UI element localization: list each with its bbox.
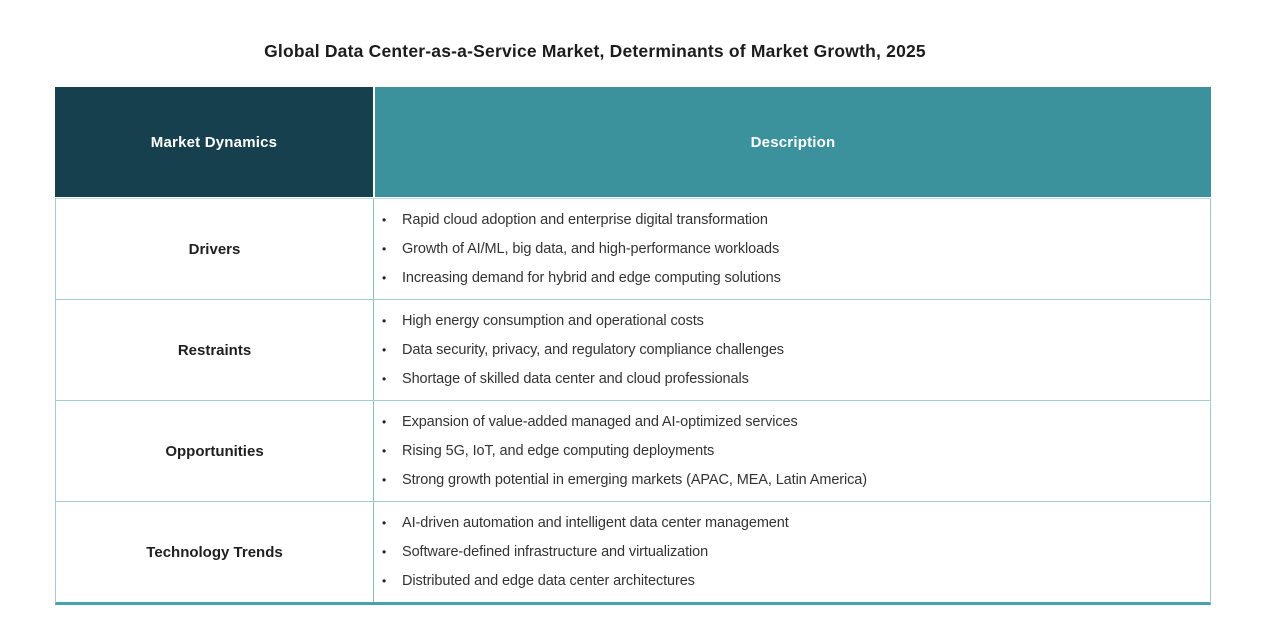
table-body: Drivers • Rapid cloud adoption and enterp… xyxy=(55,198,1211,605)
row-label-technology-trends: Technology Trends xyxy=(56,502,374,602)
table-header-row: Market Dynamics Description xyxy=(55,87,1211,197)
row-label-opportunities: Opportunities xyxy=(56,401,374,501)
row-description-technology-trends: • AI-driven automation and intelligent da… xyxy=(374,502,1210,602)
list-item: • Software-defined infrastructure and vir… xyxy=(379,542,1200,562)
bullet-icon: • xyxy=(382,342,387,357)
table-row-technology-trends: Technology Trends • AI-driven automation … xyxy=(56,502,1210,602)
row-description-drivers: • Rapid cloud adoption and enterprise dig… xyxy=(374,199,1210,299)
row-description-opportunities: • Expansion of value-added managed and AI… xyxy=(374,401,1210,501)
bullet-text: Rapid cloud adoption and enterprise digi… xyxy=(402,211,768,228)
list-item: • Rapid cloud adoption and enterprise dig… xyxy=(379,210,1200,230)
page-title: Global Data Center-as-a-Service Market, … xyxy=(264,41,926,61)
bullet-text: Rising 5G, IoT, and edge computing deplo… xyxy=(402,442,715,459)
bullet-icon: • xyxy=(382,414,387,429)
bullet-text: Software-defined infrastructure and virt… xyxy=(402,543,709,560)
column-header-description: Description xyxy=(375,87,1211,197)
bullet-icon: • xyxy=(382,212,387,227)
bullet-text: Growth of AI/ML, big data, and high-perf… xyxy=(402,240,780,257)
list-item: • Rising 5G, IoT, and edge computing depl… xyxy=(379,441,1200,461)
row-label-restraints: Restraints xyxy=(56,300,374,400)
list-item: • Expansion of value-added managed and AI… xyxy=(379,412,1200,432)
bullet-text: Expansion of value-added managed and AI-… xyxy=(402,413,798,430)
list-item: • Increasing demand for hybrid and edge c… xyxy=(379,268,1200,288)
bullet-text: Increasing demand for hybrid and edge co… xyxy=(402,270,781,287)
bullet-text: Strong growth potential in emerging mark… xyxy=(402,472,867,489)
list-item: • Growth of AI/ML, big data, and high-per… xyxy=(379,239,1200,259)
bullet-icon: • xyxy=(382,313,387,328)
list-item: • Data security, privacy, and regulatory … xyxy=(379,340,1200,360)
bullet-icon: • xyxy=(382,372,387,387)
table-row-opportunities: Opportunities • Expansion of value-added … xyxy=(56,401,1210,502)
bullet-icon: • xyxy=(382,271,387,286)
bullet-icon: • xyxy=(382,515,387,530)
list-item: • High energy consumption and operational… xyxy=(379,311,1200,331)
table-row-restraints: Restraints • High energy consumption and … xyxy=(56,300,1210,401)
bullet-text: Distributed and edge data center archite… xyxy=(402,573,695,590)
bullet-icon: • xyxy=(382,473,387,488)
bullet-text: AI-driven automation and intelligent dat… xyxy=(402,514,789,531)
list-item: • Distributed and edge data center archit… xyxy=(379,571,1200,591)
list-item: • AI-driven automation and intelligent da… xyxy=(379,513,1200,533)
list-item: • Strong growth potential in emerging mar… xyxy=(379,470,1200,490)
bullet-text: Shortage of skilled data center and clou… xyxy=(402,371,749,388)
row-label-drivers: Drivers xyxy=(56,199,374,299)
bullet-icon: • xyxy=(382,574,387,589)
list-item: • Shortage of skilled data center and clo… xyxy=(379,369,1200,389)
column-header-market-dynamics: Market Dynamics xyxy=(55,87,373,197)
market-dynamics-table: Market Dynamics Description Drivers • Rap… xyxy=(55,87,1211,605)
row-description-restraints: • High energy consumption and operational… xyxy=(374,300,1210,400)
bullet-text: High energy consumption and operational … xyxy=(402,312,704,329)
bullet-icon: • xyxy=(382,241,387,256)
bullet-text: Data security, privacy, and regulatory c… xyxy=(402,341,784,358)
bullet-icon: • xyxy=(382,544,387,559)
bullet-icon: • xyxy=(382,443,387,458)
table-row-drivers: Drivers • Rapid cloud adoption and enterp… xyxy=(56,199,1210,300)
